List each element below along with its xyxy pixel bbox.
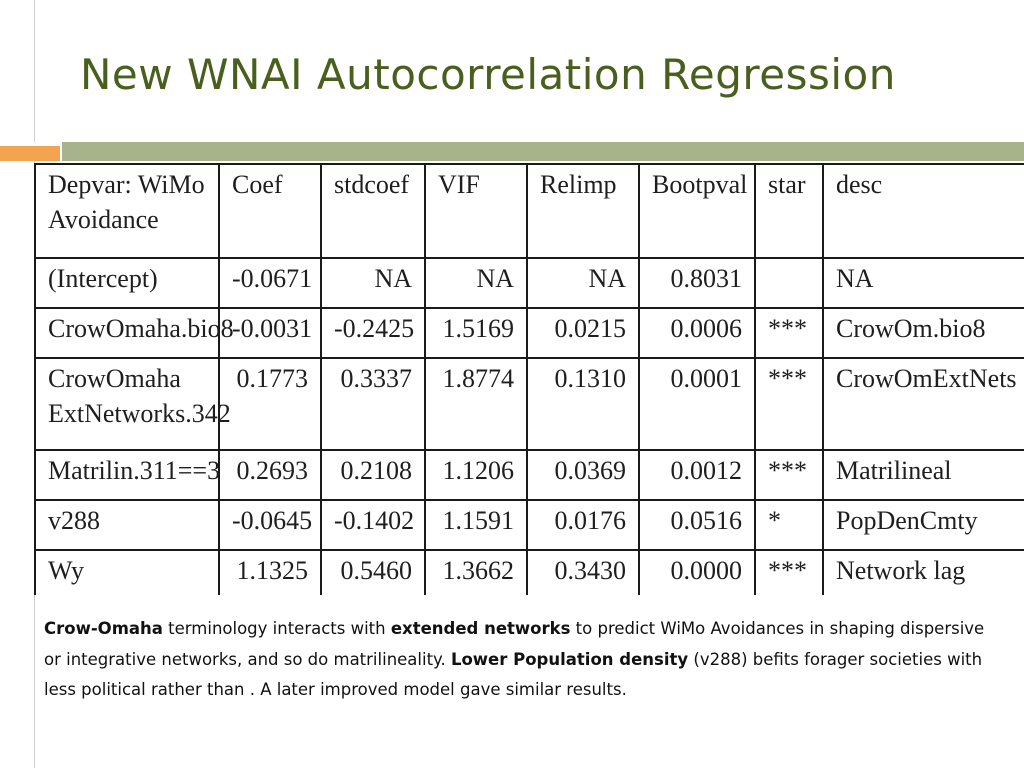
cell-coef: 0.2693 bbox=[218, 449, 322, 501]
caption-text: to predict WiMo Avoidances in shaping di… bbox=[44, 619, 985, 669]
cell-star: *** bbox=[754, 449, 824, 501]
accent-band-orange bbox=[0, 146, 60, 161]
cell-vif: 1.8774 bbox=[424, 357, 528, 451]
column-header: Relimp bbox=[526, 163, 640, 259]
cell-stdcoef: 0.5460 bbox=[320, 549, 426, 595]
cell-star: * bbox=[754, 499, 824, 551]
cell-relimp: NA bbox=[526, 257, 640, 309]
cell-coef: -0.0645 bbox=[218, 499, 322, 551]
cell-coef: 1.1325 bbox=[218, 549, 322, 595]
cell-desc: Network lag bbox=[822, 549, 1024, 595]
column-header: desc bbox=[822, 163, 1024, 259]
cell-stdcoef: -0.2425 bbox=[320, 307, 426, 359]
cell-vif: NA bbox=[424, 257, 528, 309]
cell-relimp: 0.0215 bbox=[526, 307, 640, 359]
column-header: VIF bbox=[424, 163, 528, 259]
cell-var: (Intercept) bbox=[34, 257, 220, 309]
cell-relimp: 0.3430 bbox=[526, 549, 640, 595]
cell-star: *** bbox=[754, 307, 824, 359]
table-row: (Intercept) -0.0671 NA NA NA 0.8031 NA bbox=[34, 257, 1024, 309]
caption-bold-population-density: Lower Population density bbox=[450, 649, 689, 669]
cell-desc: CrowOmExtNets bbox=[822, 357, 1024, 451]
caption-bold-extended-networks: extended networks bbox=[390, 619, 571, 638]
slide-caption: Crow-Omaha terminology interacts with ex… bbox=[44, 614, 1004, 706]
cell-bootpval: 0.0006 bbox=[638, 307, 756, 359]
cell-desc: PopDenCmty bbox=[822, 499, 1024, 551]
table-row: CrowOmaha ExtNetworks.342 0.1773 0.3337 … bbox=[34, 357, 1024, 451]
cell-desc: NA bbox=[822, 257, 1024, 309]
cell-star bbox=[754, 257, 824, 309]
caption-text: terminology interacts with bbox=[162, 619, 391, 638]
column-header: Depvar: WiMo Avoidance bbox=[34, 163, 220, 259]
cell-relimp: 0.0176 bbox=[526, 499, 640, 551]
cell-var: Wy bbox=[34, 549, 220, 595]
cell-bootpval: 0.0516 bbox=[638, 499, 756, 551]
cell-bootpval: 0.8031 bbox=[638, 257, 756, 309]
regression-table: Depvar: WiMo Avoidance Coef stdcoef VIF … bbox=[34, 163, 1024, 595]
cell-var: CrowOmaha.bio8 bbox=[34, 307, 234, 359]
cell-bootpval: 0.0001 bbox=[638, 357, 756, 451]
cell-stdcoef: NA bbox=[320, 257, 426, 309]
column-header: stdcoef bbox=[320, 163, 426, 259]
slide-title: New WNAI Autocorrelation Regression bbox=[80, 50, 896, 99]
cell-desc: CrowOm.bio8 bbox=[822, 307, 1024, 359]
cell-vif: 1.5169 bbox=[424, 307, 528, 359]
caption-text: (v288) befits forager societies with les… bbox=[44, 649, 983, 700]
column-header: Coef bbox=[218, 163, 322, 259]
cell-relimp: 0.0369 bbox=[526, 449, 640, 501]
cell-coef: -0.0031 bbox=[218, 307, 322, 359]
cell-stdcoef: -0.1402 bbox=[320, 499, 426, 551]
cell-var: CrowOmaha ExtNetworks.342 bbox=[34, 357, 231, 451]
cell-var: Matrilin.311==3 bbox=[34, 449, 220, 501]
cell-star: *** bbox=[754, 357, 824, 451]
cell-var: v288 bbox=[34, 499, 220, 551]
cell-vif: 1.3662 bbox=[424, 549, 528, 595]
table-header-row: Depvar: WiMo Avoidance Coef stdcoef VIF … bbox=[34, 163, 1024, 259]
table-row: CrowOmaha.bio8 -0.0031 -0.2425 1.5169 0.… bbox=[34, 307, 1024, 359]
cell-star: *** bbox=[754, 549, 824, 595]
cell-bootpval: 0.0012 bbox=[638, 449, 756, 501]
regression-table-container: Depvar: WiMo Avoidance Coef stdcoef VIF … bbox=[34, 163, 1024, 595]
cell-coef: 0.1773 bbox=[218, 357, 322, 451]
cell-coef: -0.0671 bbox=[218, 257, 322, 309]
accent-band-olive bbox=[62, 142, 1024, 161]
table-row: Matrilin.311==3 0.2693 0.2108 1.1206 0.0… bbox=[34, 449, 1024, 501]
cell-vif: 1.1591 bbox=[424, 499, 528, 551]
column-header: star bbox=[754, 163, 824, 259]
cell-vif: 1.1206 bbox=[424, 449, 528, 501]
cell-stdcoef: 0.3337 bbox=[320, 357, 426, 451]
cell-desc: Matrilineal bbox=[822, 449, 1024, 501]
table-row: v288 -0.0645 -0.1402 1.1591 0.0176 0.051… bbox=[34, 499, 1024, 551]
cell-stdcoef: 0.2108 bbox=[320, 449, 426, 501]
caption-bold-crow-omaha: Crow-Omaha bbox=[44, 619, 163, 638]
table-row: Wy 1.1325 0.5460 1.3662 0.3430 0.0000 **… bbox=[34, 549, 1024, 595]
cell-relimp: 0.1310 bbox=[526, 357, 640, 451]
cell-bootpval: 0.0000 bbox=[638, 549, 756, 595]
column-header: Bootpval bbox=[638, 163, 756, 259]
